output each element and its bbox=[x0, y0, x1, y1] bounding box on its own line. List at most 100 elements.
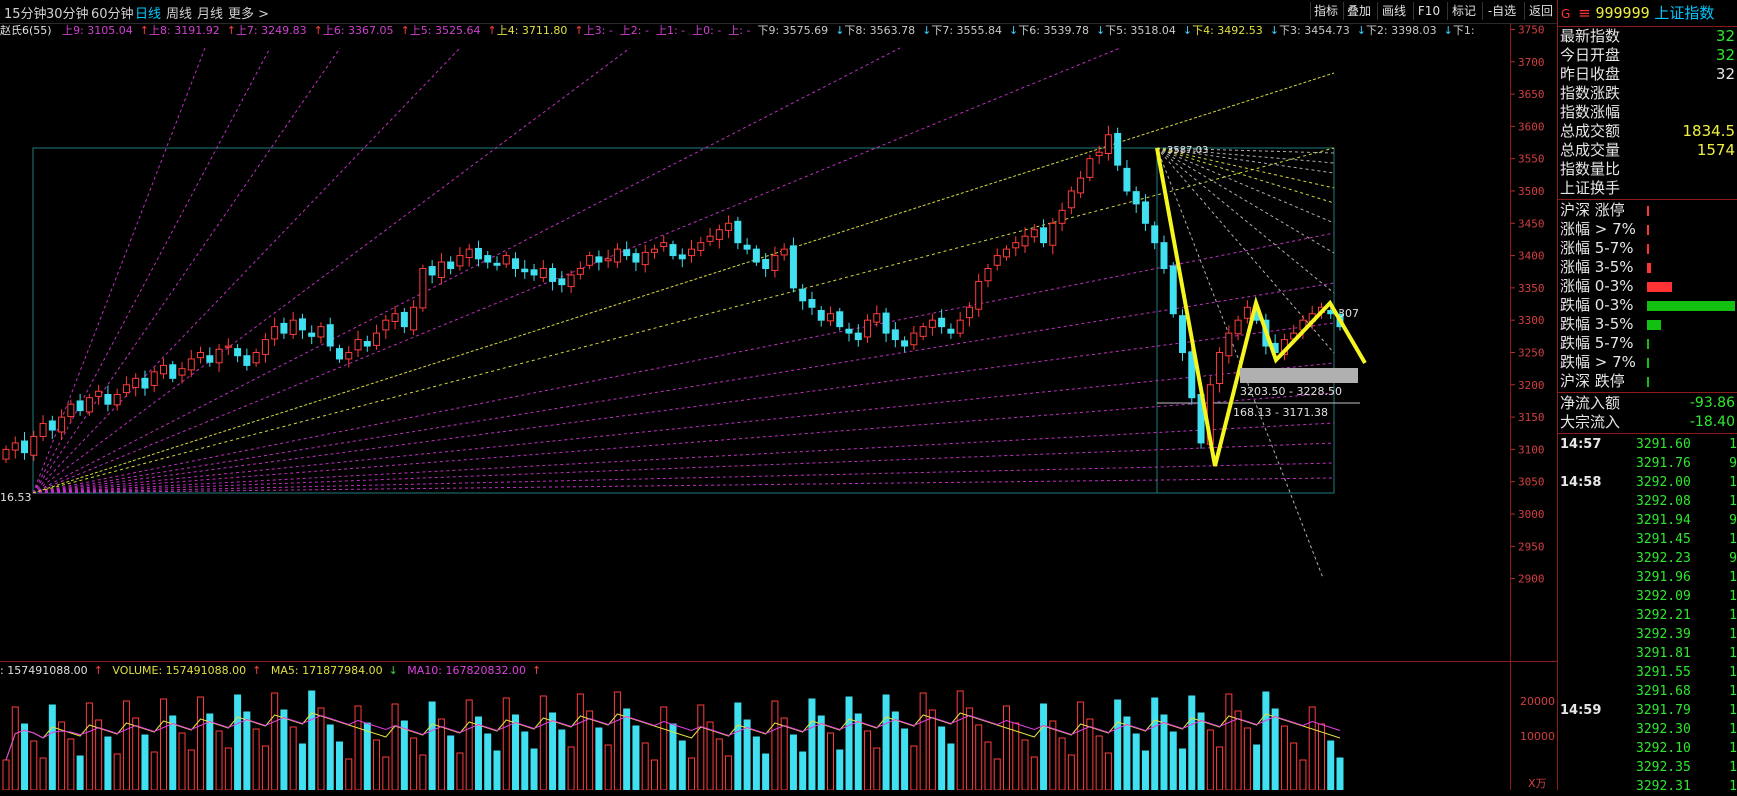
volume-bar bbox=[382, 756, 390, 790]
candle-body bbox=[373, 332, 381, 346]
candle-body bbox=[586, 255, 594, 266]
volume-bar bbox=[1197, 712, 1205, 790]
breadth-label: 沪深 涨停 bbox=[1560, 201, 1625, 219]
mark-button[interactable]: 标记 bbox=[1447, 2, 1480, 20]
volume-bar bbox=[159, 698, 167, 790]
candle-body bbox=[512, 258, 520, 270]
period-daily-tab[interactable]: 日线 bbox=[135, 7, 162, 22]
volume-bar bbox=[178, 732, 186, 790]
breadth-row: 沪深 跌停 bbox=[1558, 372, 1737, 391]
tick-row: 3292.21 1 bbox=[1558, 606, 1737, 625]
volume-bar bbox=[1225, 693, 1233, 790]
volume-bar bbox=[817, 715, 825, 790]
breadth-row: 涨幅 5-7% bbox=[1558, 239, 1737, 258]
period-30min-tab[interactable]: 30分钟 bbox=[46, 7, 89, 22]
tick-list[interactable]: 14:57 3291.60 1 3291.76 9 14:58 3292.00 1 3292.0… bbox=[1558, 435, 1737, 796]
volume-bar bbox=[1049, 720, 1057, 790]
volume-bar bbox=[882, 694, 890, 790]
remove-watchlist-button[interactable]: -自选 bbox=[1482, 2, 1521, 20]
tick-price: 3291.81 bbox=[1636, 646, 1691, 661]
volume-bar bbox=[122, 700, 130, 790]
tick-volume: 1 bbox=[1729, 703, 1737, 718]
tick-volume: 1 bbox=[1729, 494, 1737, 509]
tick-row: 14:59 3291.79 1 bbox=[1558, 701, 1737, 720]
volume-bar bbox=[688, 757, 696, 790]
tick-row: 3292.23 9 bbox=[1558, 549, 1737, 568]
overlay-button[interactable]: 叠加 bbox=[1343, 2, 1374, 20]
stat-value: 32 bbox=[1715, 46, 1735, 64]
volume-bar bbox=[373, 739, 381, 790]
indicator-button[interactable]: 指标 bbox=[1310, 2, 1341, 20]
period-monthly-tab[interactable]: 月线 bbox=[197, 7, 224, 22]
candle-body bbox=[1012, 242, 1020, 249]
candle-body bbox=[789, 245, 797, 289]
candle-body bbox=[419, 268, 427, 309]
fib-level-label: 下3: 3454.73 bbox=[1279, 24, 1350, 37]
volume-bar bbox=[11, 706, 19, 790]
volume-bar bbox=[993, 758, 1001, 790]
tick-volume: 1 bbox=[1729, 665, 1737, 680]
low-value-label: 16.53 bbox=[0, 491, 32, 504]
volume-bar bbox=[224, 747, 232, 790]
volume-bar bbox=[706, 721, 714, 790]
draw-line-button[interactable]: 画线 bbox=[1377, 2, 1410, 20]
volume-bar bbox=[354, 705, 362, 790]
fib-level-label: 上0: - bbox=[692, 24, 722, 37]
tick-row: 14:58 3292.00 1 bbox=[1558, 473, 1737, 492]
volume-bar bbox=[187, 749, 195, 790]
fib-level-row: 赵氏6(55) 上9: 3105.04 ↑上8: 3191.92 ↑上7: 3249… bbox=[0, 23, 1510, 39]
candle-body bbox=[95, 390, 103, 397]
candle-body bbox=[104, 393, 112, 405]
stock-code[interactable]: 999999 bbox=[1595, 4, 1650, 22]
breadth-bar bbox=[1647, 244, 1649, 254]
stat-label: 昨日收盘 bbox=[1560, 65, 1621, 83]
price-tick-label: 3000 bbox=[1518, 508, 1545, 521]
period-weekly-tab[interactable]: 周线 bbox=[166, 7, 193, 22]
f10-button[interactable]: F10 bbox=[1413, 2, 1444, 20]
volume-tick-label: 10000 bbox=[1520, 730, 1555, 743]
volume-chart[interactable]: 20000 10000 X万 bbox=[0, 662, 1557, 790]
candle-body bbox=[447, 261, 455, 270]
panel-divider bbox=[1557, 0, 1558, 790]
volume-bar bbox=[762, 753, 770, 790]
tick-volume: 1 bbox=[1729, 760, 1737, 775]
guide-box-right bbox=[1156, 147, 1335, 494]
candle-body bbox=[808, 299, 816, 308]
volume-bar bbox=[669, 723, 677, 790]
candle-body bbox=[632, 253, 640, 263]
candle-body bbox=[474, 247, 482, 260]
tick-price: 3292.31 bbox=[1636, 779, 1691, 794]
flow-row: 净流入额 -93.86 bbox=[1558, 394, 1737, 413]
candle-body bbox=[363, 341, 371, 347]
period-60min-tab[interactable]: 60分钟 bbox=[91, 7, 134, 22]
volume-bar bbox=[465, 699, 473, 790]
candle-body bbox=[206, 355, 214, 363]
fan-line bbox=[32, 392, 1335, 494]
stock-name[interactable]: 上证指数 bbox=[1654, 4, 1715, 22]
volume-bar bbox=[345, 758, 353, 790]
candle-body bbox=[1104, 134, 1112, 155]
fib-arrow-icon: ↓ bbox=[1269, 24, 1280, 37]
volume-bar bbox=[493, 750, 501, 790]
volume-bar bbox=[474, 716, 482, 790]
period-more-tab[interactable]: 更多 > bbox=[228, 7, 270, 22]
candle-body bbox=[697, 242, 705, 251]
tick-row: 3292.30 1 bbox=[1558, 720, 1737, 739]
volume-bar bbox=[58, 721, 66, 790]
volume-bar bbox=[85, 702, 93, 790]
price-chart[interactable]: 3587.03 3203.50 - 3228.50 168.13 - 3171.38… bbox=[0, 23, 1557, 661]
tick-price: 3292.39 bbox=[1636, 627, 1691, 642]
volume-bar bbox=[447, 735, 455, 790]
back-button[interactable]: 返回 bbox=[1524, 2, 1557, 20]
candle-body bbox=[178, 368, 186, 376]
fib-level-label: 下6: 3539.78 bbox=[1018, 24, 1089, 37]
tick-row: 14:57 3291.60 1 bbox=[1558, 435, 1737, 454]
period-15min-tab[interactable]: 15分钟 bbox=[4, 7, 47, 22]
breadth-row: 沪深 涨停 bbox=[1558, 201, 1737, 220]
candle-body bbox=[873, 313, 881, 323]
breadth-bar bbox=[1647, 263, 1651, 273]
candle-body bbox=[678, 254, 686, 260]
candle-body bbox=[1003, 248, 1010, 258]
fan-line-main bbox=[32, 72, 1335, 494]
fib-level-label: 上2: - bbox=[619, 24, 649, 37]
